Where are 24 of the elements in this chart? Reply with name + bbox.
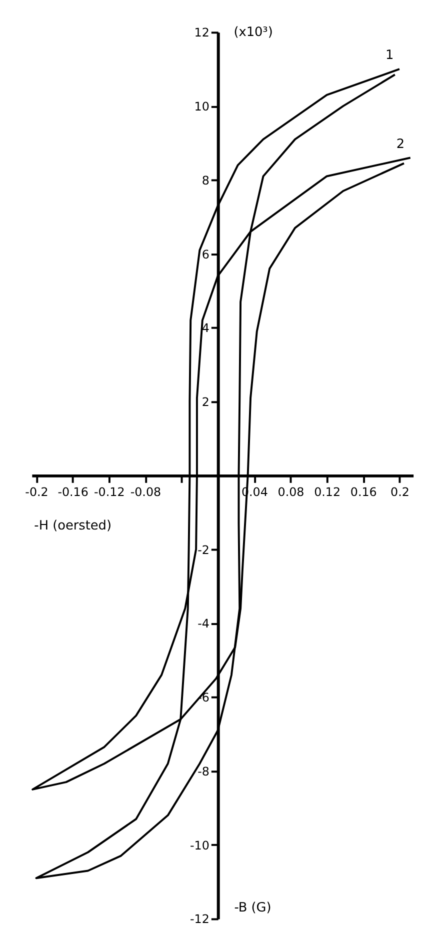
x-tick-label: 0.08 xyxy=(278,484,304,499)
y-tick-label: 2 xyxy=(202,395,210,410)
x-tick-label: -0.16 xyxy=(58,484,88,499)
series-label: 1 xyxy=(385,48,394,64)
y-tick-label: -4 xyxy=(198,616,210,631)
y-tick-label: -2 xyxy=(198,542,210,557)
y-tick-label: 8 xyxy=(202,173,210,188)
x-tick-label: 0.2 xyxy=(390,484,410,499)
x-tick-label: -0.08 xyxy=(130,484,162,499)
x-tick-label: -0.12 xyxy=(94,484,125,499)
x-tick-label: -0.2 xyxy=(25,484,48,499)
y-tick-label: 4 xyxy=(202,321,210,336)
y-axis-title: -B (G) xyxy=(234,900,272,916)
x-axis-title: -H (oersted) xyxy=(34,518,112,534)
y-tick-label: 10 xyxy=(194,100,210,114)
y-tick-label: 6 xyxy=(202,247,210,262)
x-tick-label: 0.12 xyxy=(314,484,341,499)
annotation: (x10³) xyxy=(234,25,273,40)
y-tick-label: -8 xyxy=(198,764,210,778)
y-tick-label: -10 xyxy=(190,838,210,852)
series-label: 2 xyxy=(396,136,405,152)
y-tick-label: 12 xyxy=(194,26,210,40)
x-tick-label: 0.16 xyxy=(350,484,377,499)
y-tick-label: -12 xyxy=(190,912,210,926)
